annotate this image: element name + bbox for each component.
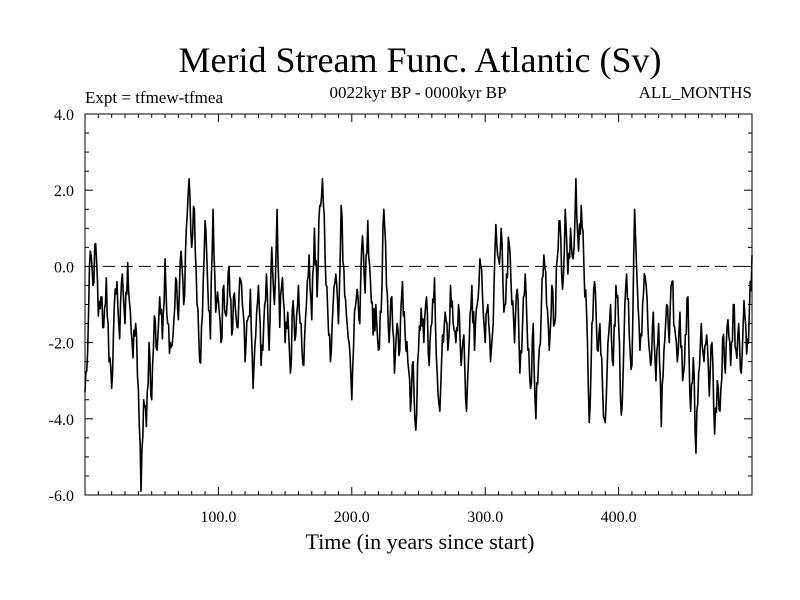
x-tick-label: 200.0 (334, 509, 370, 526)
plot-frame (84, 113, 753, 496)
x-tick-label: 400.0 (601, 509, 637, 526)
x-axis-ticks (97, 114, 740, 495)
y-tick-label: 4.0 (54, 107, 74, 124)
y-tick-label: -6.0 (49, 488, 74, 505)
y-tick-label: 0.0 (54, 259, 74, 276)
y-tick-label: -2.0 (49, 336, 74, 353)
y-axis-tick-labels: -6.0 -4.0 -2.0 0.0 2.0 4.0 (49, 107, 74, 505)
chart-title: Merid Stream Func. Atlantic (Sv) (179, 40, 662, 80)
y-tick-label: -4.0 (49, 412, 74, 429)
x-tick-label: 300.0 (467, 509, 503, 526)
x-tick-label: 100.0 (200, 509, 236, 526)
series-line (84, 177, 753, 492)
y-tick-label: 2.0 (54, 183, 74, 200)
experiment-label: Expt = tfmew-tfmea (85, 88, 223, 107)
y-axis-ticks (85, 113, 752, 496)
chart-subtitle: 0022kyr BP - 0000kyr BP (330, 83, 507, 102)
x-axis-label: Time (in years since start) (306, 529, 535, 554)
x-axis-tick-labels: 100.0 200.0 300.0 400.0 (200, 509, 636, 526)
months-label: ALL_MONTHS (639, 83, 752, 102)
